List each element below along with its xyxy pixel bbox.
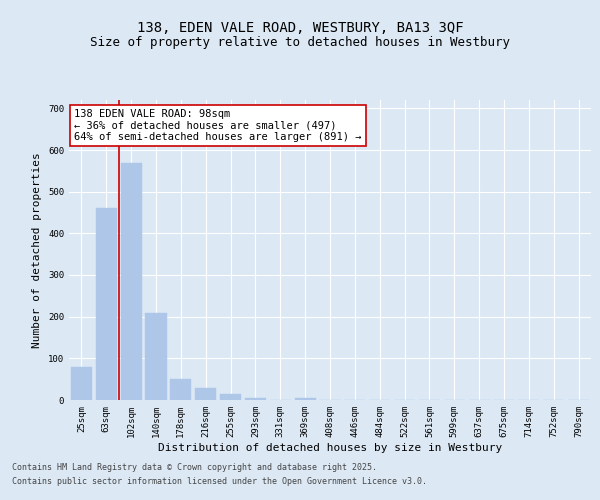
Bar bbox=[295, 398, 316, 400]
Bar bbox=[220, 394, 241, 400]
Y-axis label: Number of detached properties: Number of detached properties bbox=[32, 152, 43, 348]
Bar bbox=[96, 208, 117, 400]
Text: Contains HM Land Registry data © Crown copyright and database right 2025.: Contains HM Land Registry data © Crown c… bbox=[12, 463, 377, 472]
X-axis label: Distribution of detached houses by size in Westbury: Distribution of detached houses by size … bbox=[158, 442, 502, 452]
Bar bbox=[145, 312, 167, 400]
Text: Contains public sector information licensed under the Open Government Licence v3: Contains public sector information licen… bbox=[12, 476, 427, 486]
Bar bbox=[121, 162, 142, 400]
Text: 138, EDEN VALE ROAD, WESTBURY, BA13 3QF: 138, EDEN VALE ROAD, WESTBURY, BA13 3QF bbox=[137, 20, 463, 34]
Text: 138 EDEN VALE ROAD: 98sqm
← 36% of detached houses are smaller (497)
64% of semi: 138 EDEN VALE ROAD: 98sqm ← 36% of detac… bbox=[74, 109, 362, 142]
Bar bbox=[245, 398, 266, 400]
Bar bbox=[195, 388, 216, 400]
Bar bbox=[170, 379, 191, 400]
Bar bbox=[71, 366, 92, 400]
Text: Size of property relative to detached houses in Westbury: Size of property relative to detached ho… bbox=[90, 36, 510, 49]
